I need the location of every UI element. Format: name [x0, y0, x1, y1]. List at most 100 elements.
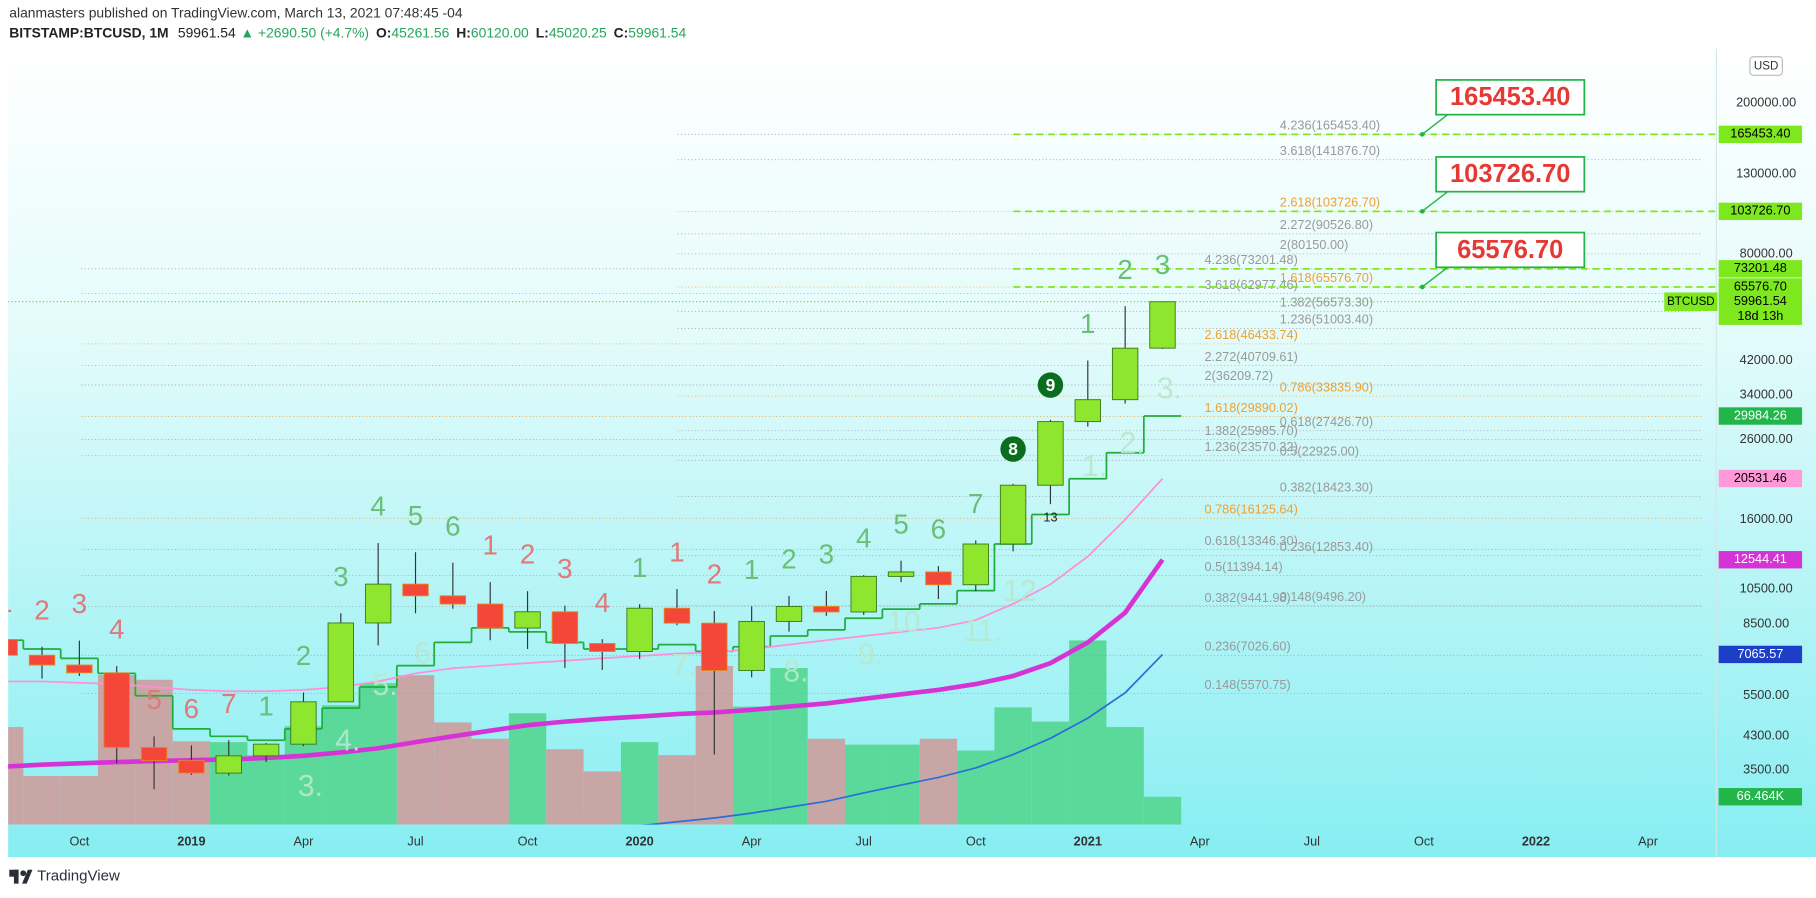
footer-brand: TradingView: [37, 868, 120, 885]
fib-label: 0.5(22925.00): [1280, 444, 1359, 459]
candle-body: [103, 672, 130, 748]
volume-bar: [994, 707, 1032, 825]
volume-bar: [396, 675, 435, 825]
y-tick-label: 5500.00: [1743, 687, 1789, 702]
fib-label: 3.618(141876.70): [1280, 143, 1380, 158]
callout-box: [1435, 231, 1586, 269]
y-tick-label: 200000.00: [1736, 94, 1796, 109]
td-count: 1: [482, 530, 497, 561]
ohlc-value: 45261.56: [391, 24, 449, 40]
td-count: 3: [333, 561, 348, 592]
td-setup: 5.: [373, 669, 398, 702]
last-price-box: [1718, 292, 1803, 325]
td-count: 4: [370, 491, 385, 522]
candle-body: [813, 605, 840, 613]
fib-label: 2.272(40709.61): [1204, 349, 1297, 364]
price-label: 7065.57: [1737, 646, 1783, 661]
plot-area: 4.236(165453.40) 3.618(141876.70) 2.618(10…: [8, 118, 1717, 825]
x-tick-label: Jul: [1304, 833, 1320, 848]
fib-label: 0.5(11394.14): [1204, 559, 1282, 574]
candle-body: [962, 543, 989, 586]
symbol-tag-box: [1664, 292, 1718, 312]
currency-box[interactable]: [1749, 56, 1783, 76]
td-setup: 12: [1003, 575, 1037, 608]
price-label-box: [1718, 551, 1803, 569]
x-tick-label: 2019: [177, 833, 205, 848]
td-count: 3: [1155, 249, 1170, 280]
candle-body: [66, 664, 93, 674]
moving-average: [642, 653, 1164, 825]
fib-label: 2.618(103726.70): [1280, 195, 1380, 210]
price-label: 66.464K: [1737, 788, 1785, 803]
td-count: 9: [1046, 375, 1056, 395]
fib-label: 0.618(13346.30): [1204, 533, 1297, 548]
ohlc-value: 60120.00: [471, 24, 529, 40]
td-setup: 1.: [1082, 450, 1107, 483]
candle-body: [701, 622, 728, 671]
fib-label: 1.236(23570.32): [1204, 439, 1297, 454]
moving-average: [8, 558, 1165, 769]
price-label-box: [1718, 645, 1803, 664]
y-tick-label: 10500.00: [1740, 580, 1793, 595]
price: 59961.54: [178, 24, 236, 40]
volume-bar: [1143, 796, 1182, 825]
td-setup: 10.: [887, 606, 929, 639]
y-tick-label: 42000.00: [1740, 352, 1793, 367]
td-count: 1: [744, 554, 759, 585]
td-count: 2: [296, 640, 311, 671]
volume-bar: [8, 727, 24, 825]
candle-body: [252, 743, 280, 757]
candle-body: [999, 484, 1027, 545]
td-setup: 8.: [783, 655, 808, 688]
td-count: 2: [1117, 254, 1132, 285]
volume-bar: [957, 750, 995, 825]
x-tick-label: Jul: [407, 833, 423, 848]
fib-label: 0.382(9441.98): [1204, 590, 1290, 605]
td-count: 5: [893, 508, 908, 539]
candle-body: [850, 575, 877, 613]
footer-logo: [9, 869, 33, 884]
change: ▲ +2690.50 (+4.7%): [240, 24, 369, 40]
td-count: 4: [856, 523, 871, 554]
candle-body: [589, 643, 616, 652]
price-label-box: [1718, 125, 1803, 144]
candle-body: [8, 639, 18, 656]
fib-label: 2.618(46433.74): [1204, 327, 1297, 342]
x-tick-label: Apr: [1638, 833, 1659, 848]
fib-label: 2(36209.72): [1204, 368, 1273, 383]
td-setup: 4.: [335, 725, 360, 758]
volume-bar: [23, 776, 61, 825]
price-label: 29984.26: [1734, 407, 1787, 422]
y-tick-label: 26000.00: [1740, 431, 1793, 446]
candle-body: [775, 605, 803, 622]
fib-label: 2.272(90526.80): [1280, 217, 1373, 232]
callout-dot: [1419, 132, 1425, 137]
ohlc-value: 45020.25: [549, 24, 607, 40]
fib-label: 3.618(62977.46): [1204, 277, 1297, 292]
x-tick-label: Apr: [294, 833, 315, 848]
callout-pointer: [1421, 266, 1449, 288]
candle-body: [477, 603, 504, 629]
currency: USD: [1754, 61, 1778, 73]
td-count: 6: [445, 510, 460, 541]
fib-label: 0.236(12853.40): [1280, 539, 1373, 554]
volume-bar: [807, 738, 846, 825]
last-price: 59961.54: [1734, 293, 1787, 308]
volume-bar: [845, 744, 883, 825]
volume-bar: [1031, 721, 1070, 825]
volume-bar: [471, 738, 509, 825]
fib-label: 0.148(5570.75): [1204, 677, 1290, 692]
ohlc-key: H:: [456, 24, 471, 40]
td-count: 5: [146, 684, 161, 715]
fib-label: 0.618(27426.70): [1280, 414, 1373, 429]
callout-box: [1435, 79, 1586, 116]
ohlc-key: L:: [536, 24, 549, 40]
price-label-box: [1718, 788, 1803, 806]
td-count: 6: [184, 693, 199, 724]
volume-bar: [658, 755, 696, 825]
ohlc-key: O:: [376, 24, 391, 40]
fib-label: 1.382(56573.30): [1280, 295, 1373, 310]
price-label: 20531.46: [1734, 470, 1787, 485]
td-count: 1: [1080, 308, 1095, 339]
